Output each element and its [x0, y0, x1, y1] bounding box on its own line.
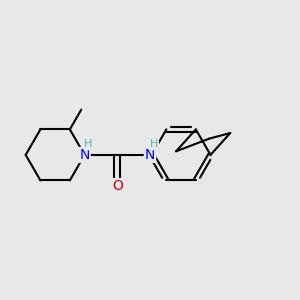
Text: H: H	[84, 140, 93, 149]
Text: O: O	[112, 179, 123, 193]
Text: N: N	[145, 148, 155, 162]
Text: N: N	[80, 148, 90, 162]
Text: H: H	[150, 140, 158, 149]
